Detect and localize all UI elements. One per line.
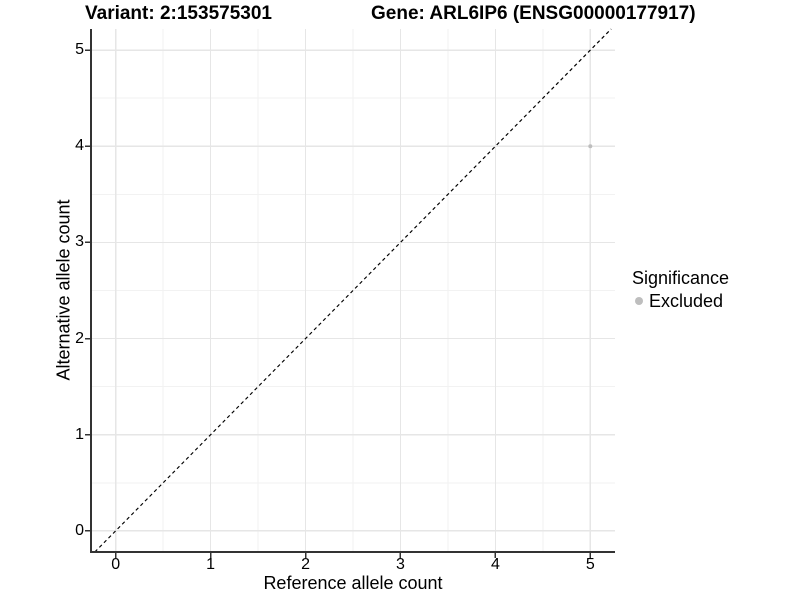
y-tick-label: 1 <box>75 425 84 443</box>
x-tick-label: 5 <box>585 556 595 573</box>
x-axis-title: Reference allele count <box>263 573 443 593</box>
x-tick-label: 3 <box>396 556 405 573</box>
data-point <box>588 144 593 149</box>
x-tick-label: 0 <box>111 556 121 573</box>
x-tick-label: 2 <box>301 556 310 573</box>
legend: Significance Excluded <box>630 267 729 311</box>
x-tick-label: 1 <box>206 556 216 573</box>
legend-item-excluded: Excluded <box>630 291 729 311</box>
legend-item-label: Excluded <box>649 291 724 311</box>
legend-title: Significance <box>632 268 730 288</box>
y-axis-tick-labels: 0 1 2 3 4 5 <box>44 29 84 552</box>
y-tick-label: 4 <box>75 137 84 155</box>
x-tick-label: 4 <box>490 556 500 573</box>
x-axis-tick-labels: 0 1 2 3 4 5 <box>91 556 615 576</box>
scatter-plot-canvas <box>85 28 615 558</box>
y-tick-label: 2 <box>75 329 84 347</box>
identity-reference-line <box>94 28 612 553</box>
y-tick-label: 3 <box>75 233 84 251</box>
gene-title: Gene: ARL6IP6 (ENSG00000177917) <box>371 3 696 24</box>
excluded-point-icon <box>635 297 643 305</box>
plot-panel <box>85 28 615 558</box>
y-tick-label: 0 <box>75 521 84 539</box>
y-tick-label: 5 <box>75 41 84 59</box>
variant-title: Variant: 2:153575301 <box>85 3 272 24</box>
